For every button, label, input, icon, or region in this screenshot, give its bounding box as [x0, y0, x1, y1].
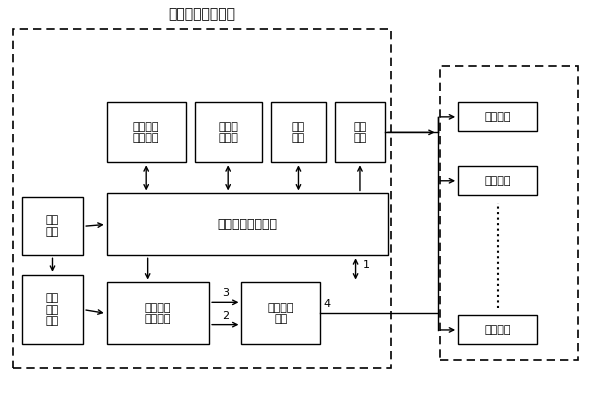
Bar — [22, 275, 83, 344]
Bar — [335, 102, 385, 162]
Text: 信号调理
模块: 信号调理 模块 — [268, 303, 294, 324]
Bar — [194, 102, 262, 162]
Text: 1: 1 — [362, 260, 369, 270]
Bar — [22, 197, 83, 255]
Bar — [107, 282, 209, 344]
Bar — [107, 194, 388, 255]
Text: 电子雷管: 电子雷管 — [484, 176, 511, 186]
Text: 微处理器控制模块: 微处理器控制模块 — [217, 218, 277, 231]
Text: 验证
模块: 验证 模块 — [292, 122, 305, 143]
Bar — [271, 102, 326, 162]
Bar — [241, 282, 320, 344]
Bar — [458, 102, 537, 131]
Text: 扫描
装置: 扫描 装置 — [353, 122, 366, 143]
Bar — [107, 102, 186, 162]
Text: 3: 3 — [222, 288, 229, 298]
Text: 显示控
制装置: 显示控 制装置 — [218, 122, 238, 143]
Text: 电子雷管起爆装置: 电子雷管起爆装置 — [168, 7, 235, 21]
Bar — [441, 65, 578, 360]
Bar — [13, 29, 391, 368]
Bar — [458, 316, 537, 344]
Text: 电子雷管: 电子雷管 — [484, 325, 511, 335]
Text: 4: 4 — [323, 299, 330, 309]
Text: 人机交互
控制模块: 人机交互 控制模块 — [133, 122, 159, 143]
Text: 电源
模块: 电源 模块 — [46, 215, 59, 237]
Text: 2: 2 — [222, 311, 229, 321]
Bar — [458, 166, 537, 196]
Text: 电子雷管: 电子雷管 — [484, 112, 511, 122]
Text: 电压
转换
电路: 电压 转换 电路 — [46, 293, 59, 326]
Text: 电压输出
控制模块: 电压输出 控制模块 — [145, 303, 171, 324]
